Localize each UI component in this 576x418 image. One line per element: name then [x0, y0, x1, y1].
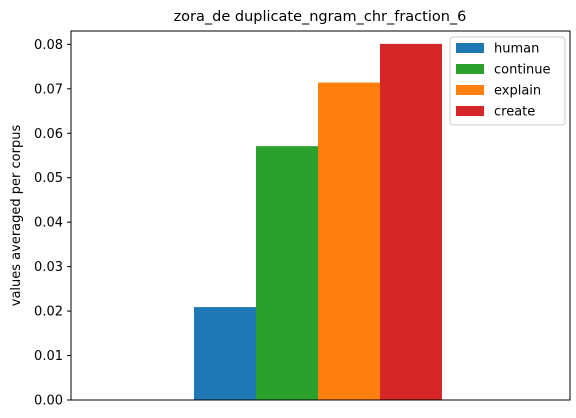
plot-frame: [70, 30, 571, 401]
y-tick-label: 0.06: [34, 127, 63, 142]
y-tick-label: 0.02: [34, 305, 63, 320]
y-tick-label: 0.03: [34, 260, 63, 275]
bar-continue: [256, 146, 318, 400]
y-tick-label: 0.04: [34, 216, 63, 231]
legend-label-explain: explain: [494, 84, 541, 99]
legend: human continue explain create: [449, 36, 566, 126]
y-tick-label: 0.01: [34, 349, 63, 364]
legend-box: [449, 36, 566, 126]
chart-title: zora_de duplicate_ngram_chr_fraction_6: [174, 9, 467, 25]
y-tick-label: 0.00: [34, 394, 63, 409]
bars-group: [194, 43, 442, 401]
legend-swatch-human: [456, 43, 484, 53]
legend-label-create: create: [494, 105, 535, 120]
bar-create: [380, 43, 442, 401]
legend-swatch-explain: [456, 85, 484, 95]
legend-swatch-continue: [456, 64, 484, 74]
bar-human: [194, 307, 256, 400]
y-tick-label: 0.08: [34, 38, 63, 53]
legend-swatch-create: [456, 106, 484, 116]
legend-label-human: human: [494, 42, 539, 57]
bar-explain: [318, 82, 380, 401]
y-axis-label: values averaged per corpus: [9, 125, 24, 307]
y-tick-label: 0.05: [34, 171, 63, 186]
legend-label-continue: continue: [494, 63, 551, 78]
y-axis: 0.00 0.01 0.02 0.03 0.04 0.05 0.06 0.07 0.08: [34, 38, 71, 409]
y-tick-label: 0.07: [34, 82, 63, 97]
